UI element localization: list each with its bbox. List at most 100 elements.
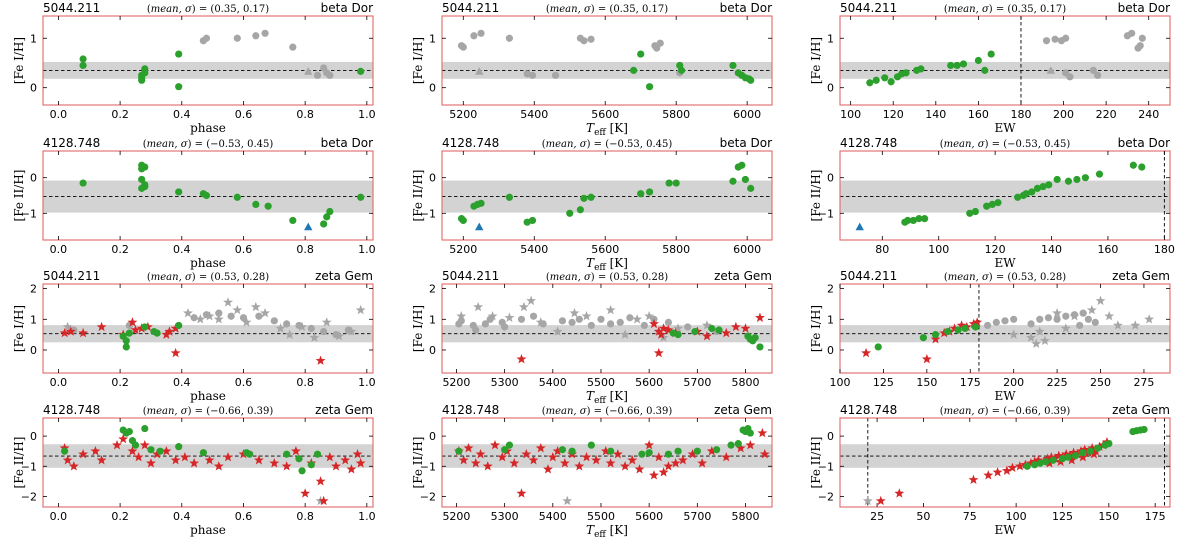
x-tick-label: 5800 — [662, 243, 690, 256]
x-tick-label: 5200 — [449, 243, 477, 256]
x-tick-label: 0.8 — [296, 108, 314, 121]
red-star-point — [118, 433, 129, 444]
green-circle-point — [1094, 444, 1102, 452]
red-star-point — [894, 488, 905, 498]
y-tick-label: 0 — [827, 344, 834, 357]
grey-star-point — [1034, 326, 1045, 336]
green-circle-point — [747, 76, 755, 84]
green-circle-point — [141, 65, 149, 73]
grey-circle-point — [1138, 34, 1146, 42]
green-circle-point — [320, 220, 328, 228]
blue-triangle-point — [304, 222, 313, 231]
x-axis-label: EW — [994, 256, 1016, 270]
grey-circle-point — [202, 311, 211, 319]
grey-circle-point — [984, 321, 992, 330]
green-circle-point — [1053, 175, 1061, 184]
data-points — [855, 161, 1146, 231]
green-circle-point — [931, 331, 940, 339]
red-star-point — [759, 449, 770, 459]
red-star-point — [204, 455, 215, 465]
red-star-point — [146, 458, 156, 468]
x-axis-label: EW — [994, 523, 1016, 537]
green-circle-point — [295, 455, 303, 463]
green-circle-point — [881, 74, 889, 82]
grey-star-point — [1086, 304, 1097, 315]
grey-circle-point — [190, 314, 198, 322]
x-tick-label: 220 — [1096, 108, 1117, 121]
mean-sigma-label: (mean, σ) = (0.35, 0.17) — [147, 4, 269, 15]
grey-star-point — [1031, 338, 1042, 349]
green-circle-point — [568, 447, 576, 455]
grey-star-point — [644, 311, 655, 321]
red-star-point — [653, 347, 664, 358]
x-tick-label: 0.4 — [173, 510, 191, 523]
green-circle-point — [674, 331, 682, 339]
mean-sigma-label: (mean, σ) = (−0.53, 0.45) — [940, 139, 1071, 150]
green-circle-point — [691, 327, 699, 336]
green-circle-point — [175, 443, 183, 451]
line-id-label: 4128.748 — [840, 403, 897, 417]
red-star-point — [730, 321, 741, 332]
x-tick-label: 200 — [1003, 376, 1024, 389]
y-axis-label: [Fe I/H] — [411, 37, 425, 84]
x-tick-label: 180 — [1154, 243, 1175, 256]
green-circle-point — [645, 83, 654, 91]
x-axis-label: phase — [190, 121, 226, 135]
x-tick-label: 5400 — [520, 108, 548, 121]
green-circle-point — [289, 216, 297, 225]
grey-circle-point — [1027, 320, 1035, 328]
green-circle-point — [175, 50, 183, 58]
red-star-point — [463, 442, 474, 453]
y-tick-label: −1 — [818, 207, 834, 220]
red-star-point — [649, 318, 659, 329]
green-circle-point — [323, 213, 331, 221]
line-id-label: 4128.748 — [840, 136, 897, 150]
green-circle-point — [60, 447, 69, 455]
red-star-point — [656, 329, 667, 339]
x-tick-label: 6000 — [733, 108, 761, 121]
grey-circle-point — [1089, 66, 1097, 74]
green-circle-point — [1039, 183, 1047, 191]
star-name-label: zeta Gem — [1112, 269, 1170, 283]
grey-star-point — [569, 307, 580, 318]
axes-frame — [42, 283, 374, 374]
green-circle-point — [1138, 163, 1146, 171]
y-axis-label: [Fe II/H] — [411, 170, 425, 222]
line-id-label: 5044.211 — [840, 1, 897, 15]
red-star-point — [653, 452, 664, 462]
red-star-point — [992, 467, 1003, 477]
grey-circle-point — [320, 327, 328, 336]
x-tick-label: 160 — [1097, 243, 1118, 256]
red-star-point — [170, 455, 181, 465]
y-axis-label: [Fe II/H] — [809, 170, 823, 222]
line-id-label: 4128.748 — [442, 136, 499, 150]
grey-star-point — [504, 312, 515, 322]
red-star-point — [543, 464, 553, 474]
x-tick-label: 120 — [985, 243, 1006, 256]
x-tick-label: 275 — [1133, 376, 1154, 389]
x-axis-label: Teff [K] — [586, 256, 628, 273]
red-star-point — [127, 317, 138, 327]
red-star-point — [687, 449, 698, 459]
x-tick-label: 0.8 — [296, 510, 314, 523]
green-circle-point — [672, 179, 680, 187]
grey-star-point — [355, 304, 366, 315]
data-points — [457, 161, 755, 231]
x-tick-label: 5400 — [539, 510, 567, 523]
x-tick-label: 1.0 — [358, 510, 376, 523]
x-tick-label: 100 — [928, 243, 949, 256]
y-axis-label: [Fe I/H] — [809, 305, 823, 352]
grey-circle-point — [580, 37, 588, 45]
grey-circle-point — [616, 318, 624, 326]
y-axis-label: [Fe II/H] — [411, 437, 425, 489]
grey-star-point — [275, 323, 286, 333]
green-circle-point — [994, 199, 1002, 207]
panel-10: 0.0 0.2 0.4 0.6 0.8 1.0 −2 −1 0 4128.748 zeta Gem (… — [12, 403, 376, 537]
green-circle-point — [587, 441, 595, 449]
grey-circle-point — [1044, 314, 1053, 322]
green-circle-point — [122, 343, 130, 351]
green-circle-point — [1058, 455, 1067, 463]
red-star-point — [930, 334, 941, 344]
y-axis-label: [Fe II/H] — [12, 170, 26, 222]
x-tick-label: 5600 — [591, 243, 619, 256]
